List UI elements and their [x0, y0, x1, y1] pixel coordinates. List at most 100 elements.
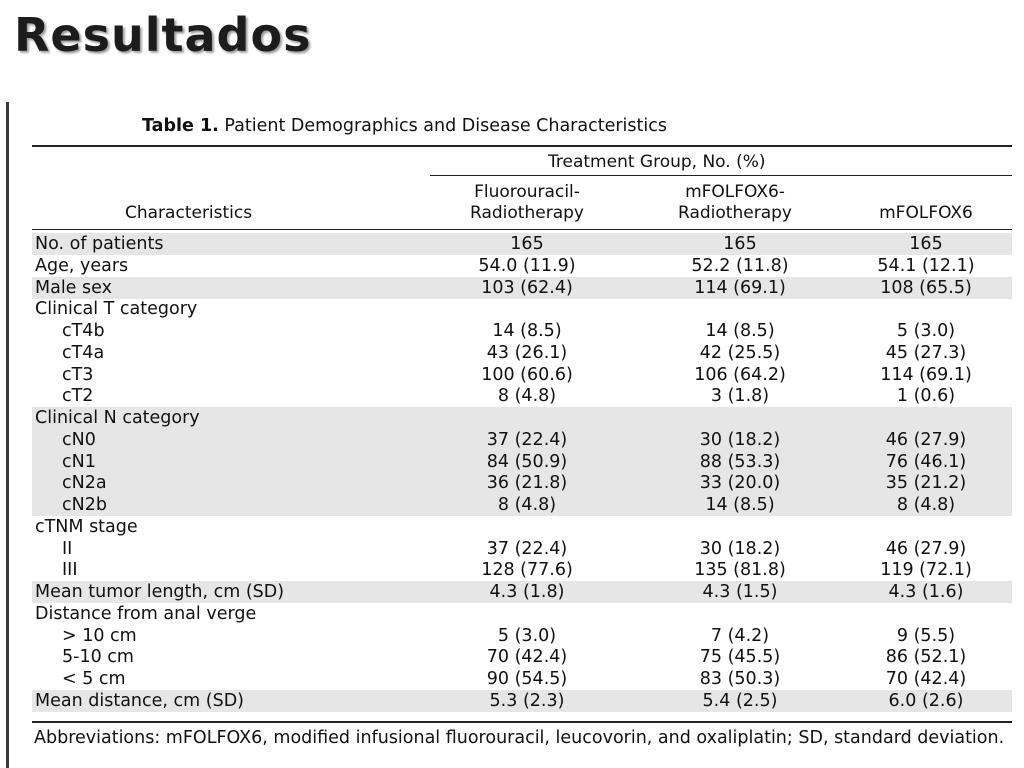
table-image: Table 1. Patient Demographics and Diseas… — [0, 102, 1024, 768]
table-caption-number: Table 1. — [142, 116, 219, 136]
cell-mfolfox6: 86 (52.1) — [885, 647, 967, 668]
cell-mfolfox6-radiotherapy: 14 (8.5) — [705, 321, 775, 341]
row-label: cT3 — [62, 364, 94, 385]
row-label: Mean tumor length, cm (SD) — [35, 582, 285, 602]
header-col1-line1: Fluorouracil- — [474, 182, 580, 202]
cell-fluorouracil-radiotherapy: 90 (54.5) — [486, 669, 568, 689]
cell-mfolfox6: 108 (65.5) — [880, 277, 972, 298]
row-label: cN1 — [62, 451, 96, 472]
table-row: No. of patients 165 165 165 — [32, 233, 1012, 255]
row-label: cTNM stage — [35, 516, 138, 537]
row-label: III — [62, 560, 78, 581]
row-label: Male sex — [35, 277, 112, 298]
row-label: cN2b — [62, 495, 107, 515]
table-row: Male sex 103 (62.4) 114 (69.1) 108 (65.5) — [32, 276, 1012, 299]
cell-mfolfox6-radiotherapy: 30 (18.2) — [699, 538, 781, 559]
table-row: cN2a 36 (21.8) 33 (20.0) 35 (21.2) — [32, 472, 1012, 495]
table-row: cN2b 8 (4.8) 14 (8.5) 8 (4.8) — [32, 494, 1012, 516]
cell-mfolfox6-radiotherapy: 14 (8.5) — [705, 495, 775, 515]
cell-mfolfox6: 5 (3.0) — [896, 321, 956, 341]
scan-left-border — [6, 102, 9, 768]
row-label: < 5 cm — [62, 669, 126, 689]
table-row: cT3 100 (60.6) 106 (64.2) 114 (69.1) — [32, 364, 1012, 386]
row-label: Mean distance, cm (SD) — [35, 690, 244, 711]
cell-mfolfox6: 165 — [909, 234, 943, 254]
row-label: 5-10 cm — [62, 647, 134, 668]
header-fluorouracil-radiotherapy: Fluorouracil- Radiotherapy — [432, 182, 622, 224]
cell-mfolfox6-radiotherapy: 7 (4.2) — [710, 625, 770, 646]
header-col2-line2: Radiotherapy — [678, 203, 792, 223]
table-row: cT4a 43 (26.1) 42 (25.5) 45 (27.3) — [32, 342, 1012, 364]
cell-mfolfox6-radiotherapy: 88 (53.3) — [699, 451, 781, 472]
group-header: Treatment Group, No. (%) — [548, 152, 766, 172]
cell-fluorouracil-radiotherapy: 128 (77.6) — [481, 560, 573, 581]
cell-mfolfox6: 1 (0.6) — [896, 386, 956, 407]
row-label: cT2 — [62, 386, 94, 407]
row-label: Distance from anal verge — [35, 603, 257, 624]
cell-fluorouracil-radiotherapy: 5 (3.0) — [497, 625, 557, 646]
cell-mfolfox6: 70 (42.4) — [885, 669, 967, 689]
cell-fluorouracil-radiotherapy: 103 (62.4) — [481, 277, 573, 298]
table-caption-text: Patient Demographics and Disease Charact… — [224, 116, 667, 136]
cell-mfolfox6-radiotherapy: 106 (64.2) — [694, 364, 786, 385]
cell-fluorouracil-radiotherapy: 8 (4.8) — [497, 386, 557, 407]
cell-mfolfox6: 46 (27.9) — [885, 538, 967, 559]
cell-mfolfox6-radiotherapy: 4.3 (1.5) — [702, 582, 778, 602]
cell-fluorouracil-radiotherapy: 14 (8.5) — [492, 321, 562, 341]
table-footnote: Abbreviations: mFOLFOX6, modified infusi… — [34, 728, 1005, 748]
cell-mfolfox6: 114 (69.1) — [880, 364, 972, 385]
table-row: II 37 (22.4) 30 (18.2) 46 (27.9) — [32, 538, 1012, 560]
header-col1-line2: Radiotherapy — [470, 203, 584, 223]
table-row: Mean tumor length, cm (SD) 4.3 (1.8) 4.3 (… — [32, 581, 1012, 603]
header-characteristics: Characteristics — [125, 203, 253, 223]
cell-fluorouracil-radiotherapy: 100 (60.6) — [481, 364, 573, 385]
cell-mfolfox6-radiotherapy: 114 (69.1) — [694, 277, 786, 298]
cell-mfolfox6: 76 (46.1) — [885, 451, 967, 472]
table-row: Age, years 54.0 (11.9) 52.2 (11.8) 54.1 (12… — [32, 255, 1012, 277]
table-row: Distance from anal verge — [32, 603, 1012, 625]
row-label: > 10 cm — [62, 625, 137, 646]
cell-mfolfox6-radiotherapy: 52.2 (11.8) — [691, 255, 789, 276]
slide-title: Resultados — [14, 8, 312, 62]
cell-fluorouracil-radiotherapy: 37 (22.4) — [486, 538, 568, 559]
row-label: Clinical T category — [35, 299, 198, 320]
cell-mfolfox6: 8 (4.8) — [896, 495, 956, 515]
cell-mfolfox6: 45 (27.3) — [885, 342, 967, 363]
cell-mfolfox6-radiotherapy: 42 (25.5) — [699, 342, 781, 363]
table-row: < 5 cm 90 (54.5) 83 (50.3) 70 (42.4) — [32, 668, 1012, 690]
top-rule — [32, 145, 1012, 147]
cell-mfolfox6: 119 (72.1) — [880, 560, 972, 581]
cell-fluorouracil-radiotherapy: 36 (21.8) — [486, 473, 568, 494]
cell-mfolfox6-radiotherapy: 30 (18.2) — [699, 429, 781, 450]
cell-mfolfox6: 4.3 (1.6) — [888, 582, 964, 602]
header-mfolfox6: mFOLFOX6 — [879, 203, 973, 223]
cell-mfolfox6-radiotherapy: 3 (1.8) — [710, 386, 770, 407]
row-label: Age, years — [35, 255, 129, 276]
table-row: Mean distance, cm (SD) 5.3 (2.3) 5.4 (2.5)… — [32, 689, 1012, 712]
cell-fluorouracil-radiotherapy: 70 (42.4) — [486, 647, 568, 668]
table-row: III 128 (77.6) 135 (81.8) 119 (72.1) — [32, 559, 1012, 581]
table-row: cTNM stage — [32, 516, 1012, 538]
header-mfolfox6-radiotherapy: mFOLFOX6- Radiotherapy — [640, 182, 830, 224]
cell-fluorouracil-radiotherapy: 37 (22.4) — [486, 429, 568, 450]
row-label: cN0 — [62, 429, 96, 450]
cell-mfolfox6-radiotherapy: 5.4 (2.5) — [702, 690, 778, 711]
bottom-rule — [32, 721, 1012, 723]
row-label: cN2a — [62, 473, 107, 494]
table-row: cN1 84 (50.9) 88 (53.3) 76 (46.1) — [32, 450, 1012, 473]
table-row: cT4b 14 (8.5) 14 (8.5) 5 (3.0) — [32, 320, 1012, 342]
cell-fluorouracil-radiotherapy: 4.3 (1.8) — [489, 582, 565, 602]
table-row: 5-10 cm 70 (42.4) 75 (45.5) 86 (52.1) — [32, 646, 1012, 668]
cell-mfolfox6-radiotherapy: 165 — [723, 234, 757, 254]
table-row: Clinical T category — [32, 298, 1012, 320]
row-label: Clinical N category — [35, 408, 200, 428]
cell-mfolfox6: 35 (21.2) — [885, 473, 967, 494]
cell-fluorouracil-radiotherapy: 8 (4.8) — [497, 495, 557, 515]
cell-mfolfox6: 46 (27.9) — [885, 429, 967, 450]
row-label: cT4a — [62, 342, 105, 363]
row-label: No. of patients — [35, 234, 164, 254]
row-label: cT4b — [62, 321, 105, 341]
cell-mfolfox6-radiotherapy: 135 (81.8) — [694, 560, 786, 581]
header-rule — [32, 229, 1012, 230]
cell-mfolfox6-radiotherapy: 33 (20.0) — [699, 473, 781, 494]
